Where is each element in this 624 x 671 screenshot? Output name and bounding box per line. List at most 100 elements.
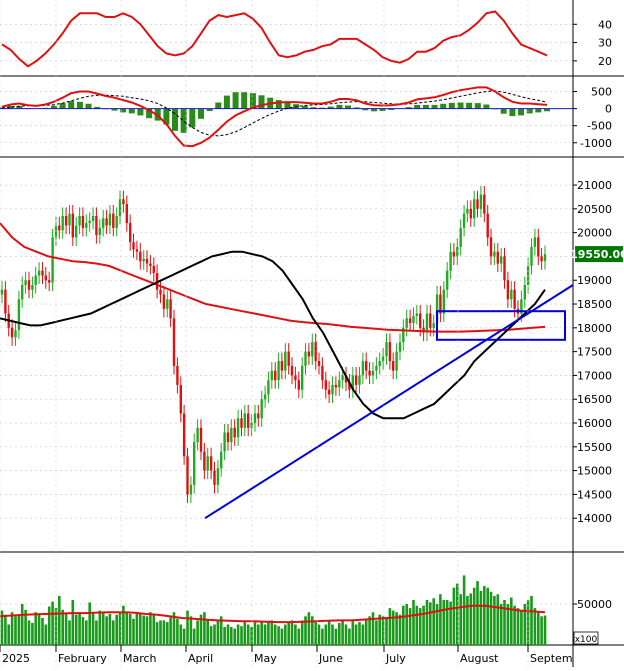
candle-body [240, 418, 242, 428]
volume-bar [210, 626, 213, 645]
macd-histogram-bar [535, 109, 541, 113]
candle-body [493, 252, 495, 257]
candle-body [143, 259, 145, 261]
volume-bar [358, 622, 361, 645]
volume-bar [21, 604, 24, 645]
candle-body [338, 380, 340, 387]
price-tick-label: 18500 [577, 298, 612, 311]
volume-bar [260, 622, 263, 645]
candle-body [362, 361, 364, 375]
candle-body [230, 428, 232, 442]
volume-bar [250, 627, 253, 645]
price-tick-label: 16500 [577, 393, 612, 406]
volume-bar [389, 608, 392, 645]
candle-body [220, 452, 222, 469]
volume-bar [92, 612, 95, 645]
price-tick-label: 20000 [577, 227, 612, 240]
volume-tick-label: 50000 [577, 598, 612, 611]
price-tick-label: 14000 [577, 512, 612, 525]
macd-histogram-bar [137, 109, 143, 116]
volume-bar [213, 625, 216, 646]
volume-bar [112, 620, 115, 645]
candle-body [368, 371, 370, 376]
volume-bar [422, 606, 425, 645]
volume-bar [38, 615, 41, 645]
candle-body [38, 271, 40, 276]
candle-body [190, 485, 192, 495]
volume-bar [368, 616, 371, 645]
candle-body [433, 323, 435, 328]
volume-bar [537, 612, 540, 645]
volume-bar [443, 600, 446, 645]
candle-body [21, 285, 23, 299]
volume-bar [432, 598, 435, 645]
candle-body [247, 414, 249, 428]
volume-bar [507, 604, 510, 645]
candle-body [315, 342, 317, 361]
volume-bar [156, 622, 159, 645]
price-tick-label: 21000 [577, 179, 612, 192]
candle-body [385, 342, 387, 356]
volume-bar [7, 625, 10, 646]
candle-body [217, 468, 219, 485]
candle-body [146, 259, 148, 264]
volume-bar [237, 625, 240, 646]
macd-histogram-bar [215, 103, 221, 109]
volume-bar [88, 602, 91, 645]
volume-bar [500, 604, 503, 645]
volume-bar [68, 620, 71, 645]
macd-tick-label: -500 [587, 120, 612, 133]
candle-body [365, 361, 367, 371]
volume-bar [399, 615, 402, 645]
candle-body [126, 204, 128, 223]
volume-bar [335, 629, 338, 645]
volume-bar [503, 600, 506, 645]
candle-body [186, 456, 188, 494]
volume-bar [513, 606, 516, 645]
candle-body [308, 352, 310, 357]
macd-histogram-bar [466, 103, 472, 109]
volume-bar [183, 629, 186, 645]
volume-bar [48, 607, 51, 646]
volume-bar [328, 620, 331, 645]
macd-histogram-bar [129, 109, 135, 114]
candle-body [301, 366, 303, 390]
month-label: 2025 [2, 652, 30, 665]
volume-bar [95, 620, 98, 645]
volume-bar [240, 626, 243, 645]
volume-bar [338, 623, 341, 645]
candle-body [45, 276, 47, 281]
candle-body [65, 216, 67, 226]
candle-body [180, 385, 182, 414]
volume-bar [163, 620, 166, 645]
volume-bar [85, 620, 88, 645]
price-tick-label: 17000 [577, 369, 612, 382]
volume-bar [102, 612, 105, 645]
volume-bar [264, 625, 267, 646]
volume-bar [308, 612, 311, 645]
volume-bar [459, 594, 462, 645]
volume-bar [480, 591, 483, 645]
candle-body [176, 366, 178, 385]
month-label: May [254, 652, 277, 665]
candle-body [446, 271, 448, 290]
candle-body [291, 366, 293, 376]
volume-bar [365, 620, 368, 645]
candle-body [372, 371, 374, 376]
candle-body [355, 375, 357, 385]
candle-body [95, 216, 97, 235]
volume-bar [473, 588, 476, 645]
candle-body [419, 314, 421, 328]
candle-body [311, 342, 313, 356]
candle-body [244, 414, 246, 428]
candle-body [304, 352, 306, 366]
volume-bar [31, 623, 34, 645]
candle-body [99, 228, 101, 235]
candle-body [31, 285, 33, 290]
volume-bar [230, 627, 233, 645]
candle-body [281, 361, 283, 371]
candle-body [129, 223, 131, 242]
volume-bar [466, 596, 469, 645]
volume-bar [416, 606, 419, 645]
